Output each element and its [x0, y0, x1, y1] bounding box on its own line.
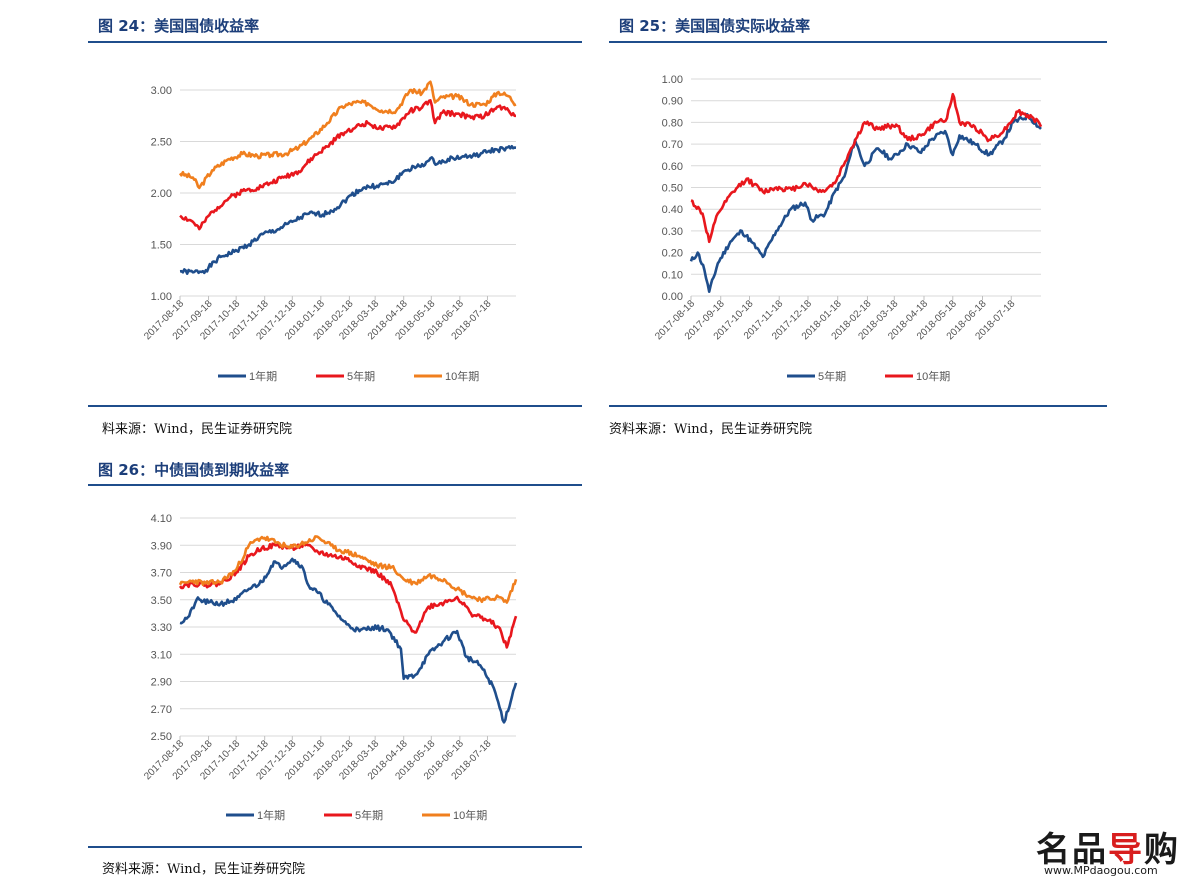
figure-title: 图 26：中债国债到期收益率	[98, 461, 290, 479]
y-tick-label: 2.50	[151, 137, 172, 149]
watermark-part: 购	[1144, 830, 1180, 870]
y-tick-label: 3.30	[151, 622, 172, 634]
chart-china-bond-yield: 2.502.702.903.103.303.503.703.904.102017…	[142, 513, 518, 822]
title-divider	[88, 41, 582, 43]
figure-24: 图 24：美国国债收益率 1.00 1.50 2.00 2.50 3.00 2017-08…	[88, 14, 582, 444]
legend-label: 10年期	[453, 808, 487, 822]
y-tick-label: 2.70	[151, 704, 172, 716]
watermark-name: 名品导购	[1036, 822, 1180, 871]
series-line	[178, 80, 517, 190]
y-tick-label: 0.50	[662, 183, 683, 195]
series-line	[179, 557, 518, 724]
y-tick-label: 0.40	[662, 204, 683, 216]
legend-label: 5年期	[818, 369, 846, 383]
chart-us-real-yield: 0.00 0.10 0.20 0.30 0.40 0.50 0.60 0.70 0.80 0.90…	[653, 74, 1043, 383]
y-tick-label: 4.10	[151, 513, 172, 525]
y-tick-label: 2.50	[151, 731, 172, 743]
series-line	[178, 535, 518, 604]
chart-us-treasury-yield: 1.001.502.002.503.002017-08-182017-09-18…	[142, 80, 517, 383]
source-note: 资料来源：Wind，民生证券研究院	[102, 862, 305, 877]
figure-title: 图 25：美国国债实际收益率	[619, 17, 811, 35]
source-divider	[88, 405, 582, 407]
series-line	[178, 541, 518, 649]
watermark-url: www.MPdaogou.com	[1044, 864, 1158, 877]
y-tick-label: 0.70	[662, 139, 683, 151]
legend-label: 5年期	[355, 808, 383, 822]
y-tick-label: 0.10	[662, 269, 683, 281]
source-note: 资料来源：Wind，民生证券研究院	[609, 422, 812, 437]
y-tick-label: 3.70	[151, 568, 172, 580]
figure-26: 图 26：中债国债到期收益率 2.50 2.70 2.90 3.10 3.30 3.50 3…	[88, 458, 582, 888]
series-line	[689, 112, 1042, 293]
y-tick-label: 0.80	[662, 117, 683, 129]
y-tick-label: 1.50	[151, 240, 172, 252]
legend-label: 10年期	[916, 369, 950, 383]
y-tick-label: 1.00	[662, 74, 683, 86]
y-tick-label: 2.90	[151, 677, 172, 689]
y-tick-label: 2.00	[151, 188, 172, 200]
source-divider	[609, 405, 1107, 407]
y-tick-label: 1.00	[151, 291, 172, 303]
y-tick-label: 0.30	[662, 226, 683, 238]
source-note: 料来源：Wind，民生证券研究院	[102, 422, 292, 437]
y-tick-label: 0.60	[662, 161, 683, 173]
title-divider	[609, 41, 1107, 43]
y-tick-label: 0.00	[662, 291, 683, 303]
series-line	[179, 144, 517, 275]
y-tick-label: 3.10	[151, 649, 172, 661]
legend-label: 1年期	[249, 369, 277, 383]
watermark-part: 导	[1108, 830, 1144, 870]
y-tick-label: 0.90	[662, 96, 683, 108]
watermark-part: 名品	[1036, 830, 1108, 870]
watermark-logo: 名品导购 www.MPdaogou.com	[1036, 822, 1178, 886]
legend-label: 5年期	[347, 369, 375, 383]
legend-label: 1年期	[257, 808, 285, 822]
source-divider	[88, 846, 582, 848]
y-tick-label: 3.50	[151, 595, 172, 607]
figure-25: 图 25：美国国债实际收益率 0.00 0.10 0.20 0.30 0.40 0.50 0…	[609, 14, 1107, 444]
y-tick-label: 0.20	[662, 248, 683, 260]
title-divider	[88, 484, 582, 486]
y-tick-label: 3.90	[151, 540, 172, 552]
series-line	[690, 92, 1043, 244]
legend-label: 10年期	[445, 369, 479, 383]
y-tick-label: 3.00	[151, 85, 172, 97]
figure-title: 图 24：美国国债收益率	[98, 17, 260, 35]
series-line	[179, 99, 516, 231]
